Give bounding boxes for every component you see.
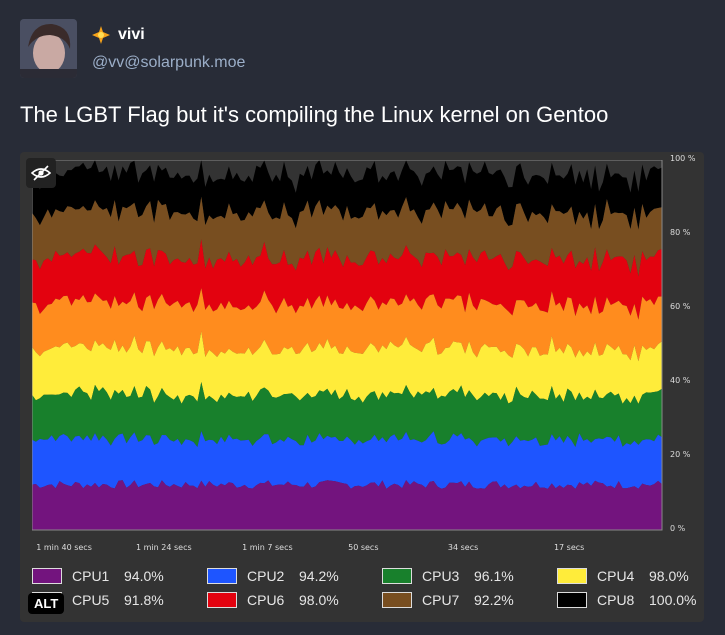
x-tick-label: 1 min 40 secs: [36, 543, 92, 552]
legend-value: 92.2%: [474, 592, 514, 608]
legend-label: CPU8: [597, 592, 635, 608]
sparkle-emoji-icon: [92, 26, 110, 44]
area-cpu4: [32, 331, 662, 404]
area-cpu6: [32, 239, 662, 320]
legend-label: CPU6: [247, 592, 285, 608]
legend-swatch: [32, 568, 62, 584]
legend-value: 94.0%: [124, 568, 164, 584]
legend-swatch: [207, 592, 237, 608]
chart-legend: CPU1 94.0% CPU2 94.2% CPU3 96.1% CPU4 98.0% CPU5…: [32, 566, 702, 616]
legend-label: CPU2: [247, 568, 285, 584]
area-cpu5: [32, 288, 662, 362]
y-tick-label: 100 %: [670, 154, 696, 163]
legend-swatch: [382, 568, 412, 584]
area-cpu8: [32, 160, 662, 230]
legend-item-cpu2: CPU2 94.2%: [207, 568, 339, 584]
legend-label: CPU4: [597, 568, 635, 584]
plot-frame: [32, 160, 663, 531]
legend-item-cpu6: CPU6 98.0%: [207, 592, 339, 608]
y-tick-label: 0 %: [670, 524, 686, 533]
y-tick-label: 40 %: [670, 376, 691, 385]
legend-value: 96.1%: [474, 568, 514, 584]
x-tick-label: 50 secs: [348, 543, 379, 552]
display-name[interactable]: vivi: [118, 26, 145, 43]
legend-label: CPU7: [422, 592, 460, 608]
status-text: The LGBT Flag but it's compiling the Lin…: [20, 102, 609, 127]
legend-label: CPU5: [72, 592, 110, 608]
y-tick-label: 20 %: [670, 450, 691, 459]
area-cpu3: [32, 382, 662, 447]
eye-slash-icon: [31, 165, 51, 181]
legend-swatch: [557, 568, 587, 584]
legend-item-cpu4: CPU4 98.0%: [557, 568, 689, 584]
media-attachment[interactable]: 100 % 80 % 60 % 40 % 20 % 0 % 1 min 40 secs 1 …: [20, 152, 704, 622]
y-tick-label: 60 %: [670, 302, 691, 311]
legend-swatch: [382, 592, 412, 608]
legend-item-cpu1: CPU1 94.0%: [32, 568, 164, 584]
x-tick-label: 1 min 24 secs: [136, 543, 192, 552]
legend-label: CPU1: [72, 568, 110, 584]
avatar[interactable]: [20, 19, 77, 78]
legend-swatch: [557, 592, 587, 608]
x-tick-label: 1 min 7 secs: [242, 543, 293, 552]
legend-label: CPU3: [422, 568, 460, 584]
legend-value: 100.0%: [649, 592, 697, 608]
cpu-chart: [32, 160, 663, 531]
legend-value: 91.8%: [124, 592, 164, 608]
x-tick-label: 17 secs: [553, 543, 585, 552]
legend-value: 94.2%: [299, 568, 339, 584]
area-cpu1: [32, 480, 662, 530]
y-tick-label: 80 %: [670, 228, 691, 237]
area-cpu2: [32, 431, 662, 489]
legend-value: 98.0%: [299, 592, 339, 608]
legend-swatch: [207, 568, 237, 584]
hide-media-button[interactable]: [26, 158, 56, 188]
account-handle[interactable]: @vv@solarpunk.moe: [92, 54, 246, 71]
legend-value: 98.0%: [649, 568, 689, 584]
legend-item-cpu8: CPU8 100.0%: [557, 592, 696, 608]
area-cpu7: [32, 196, 662, 277]
legend-item-cpu7: CPU7 92.2%: [382, 592, 514, 608]
legend-item-cpu3: CPU3 96.1%: [382, 568, 514, 584]
x-tick-label: 34 secs: [447, 543, 479, 552]
alt-text-button[interactable]: ALT: [28, 593, 65, 614]
